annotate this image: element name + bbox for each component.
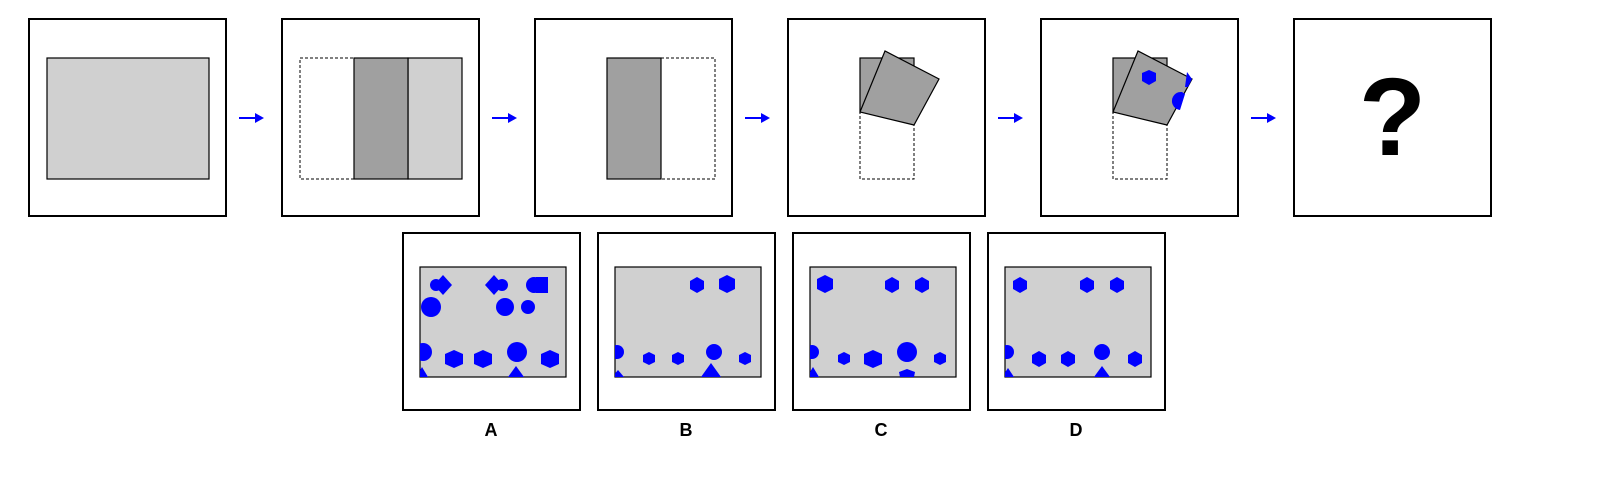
option-b-figure [614, 266, 762, 378]
hexagon-icon [817, 275, 833, 293]
option-d-panel[interactable] [987, 232, 1166, 411]
step-4-panel [787, 18, 986, 217]
hexagon-icon [1013, 277, 1027, 293]
right-arrow-icon [745, 113, 770, 123]
hexagon-icon [1110, 277, 1124, 293]
circle-icon [526, 277, 542, 293]
circle-icon [420, 343, 432, 361]
punched-fold-figure [1112, 50, 1193, 180]
hexagon-icon [915, 277, 929, 293]
hexagon-icon [885, 277, 899, 293]
hexagon-icon [690, 277, 704, 293]
hexagon-icon [864, 350, 882, 368]
hexagon-icon [719, 275, 735, 293]
right-arrow-icon [239, 113, 264, 123]
option-d-figure [1004, 266, 1152, 378]
circle-icon [430, 279, 442, 291]
question-mark: ? [1358, 56, 1427, 179]
step-3-panel [534, 18, 733, 217]
circle-icon [1171, 91, 1185, 110]
circle-icon [496, 298, 514, 316]
option-b-panel[interactable] [597, 232, 776, 411]
third-fold-figure [859, 50, 940, 180]
triangle-icon [420, 367, 428, 377]
hexagon-icon [474, 350, 492, 368]
option-d-label: D [1069, 420, 1083, 440]
circle-icon [521, 300, 535, 314]
diamond-icon [485, 275, 503, 295]
hexagon-icon [1032, 351, 1046, 367]
circle-icon [706, 344, 722, 360]
triangle-icon [1005, 368, 1014, 377]
circle-icon [496, 279, 508, 291]
triangle-icon [615, 370, 624, 377]
hexagon-icon [1142, 70, 1156, 85]
triangle-icon [508, 366, 524, 377]
hexagon-icon [541, 350, 559, 368]
circle-icon [615, 345, 624, 359]
triangle-icon [1094, 366, 1110, 377]
right-arrow-icon [492, 113, 517, 123]
right-arrow-icon [1251, 113, 1276, 123]
hexagon-icon [1128, 351, 1142, 367]
triangle-icon [701, 363, 721, 377]
circle-icon [897, 342, 917, 362]
hexagon-icon [739, 352, 751, 365]
option-c-panel[interactable] [792, 232, 971, 411]
option-b-label: B [679, 420, 693, 440]
option-a-figure [419, 266, 567, 378]
hexagon-icon [445, 350, 463, 368]
step-2-panel [281, 18, 480, 217]
triangle-icon [810, 367, 819, 377]
circle-icon [1005, 345, 1014, 359]
step-1-panel [28, 18, 227, 217]
circle-icon [810, 345, 819, 359]
circle-icon [421, 297, 441, 317]
hexagon-icon [672, 352, 684, 365]
first-fold-figure [299, 57, 463, 180]
circle-icon [1094, 344, 1110, 360]
circle-icon [507, 342, 527, 362]
hexagon-icon [1185, 72, 1192, 87]
right-arrow-icon [998, 113, 1023, 123]
option-c-label: C [874, 420, 888, 440]
hexagon-icon [899, 369, 915, 377]
option-a-panel[interactable] [402, 232, 581, 411]
option-a-label: A [484, 420, 498, 440]
hexagon-icon [1061, 351, 1075, 367]
hexagon-icon [934, 352, 946, 365]
second-fold-figure [606, 57, 716, 180]
step-5-panel [1040, 18, 1239, 217]
option-c-figure [809, 266, 957, 378]
hexagon-icon [838, 352, 850, 365]
full-paper-figure [46, 57, 210, 180]
hexagon-icon [1080, 277, 1094, 293]
hexagon-icon [643, 352, 655, 365]
answer-panel: ? [1293, 18, 1492, 217]
